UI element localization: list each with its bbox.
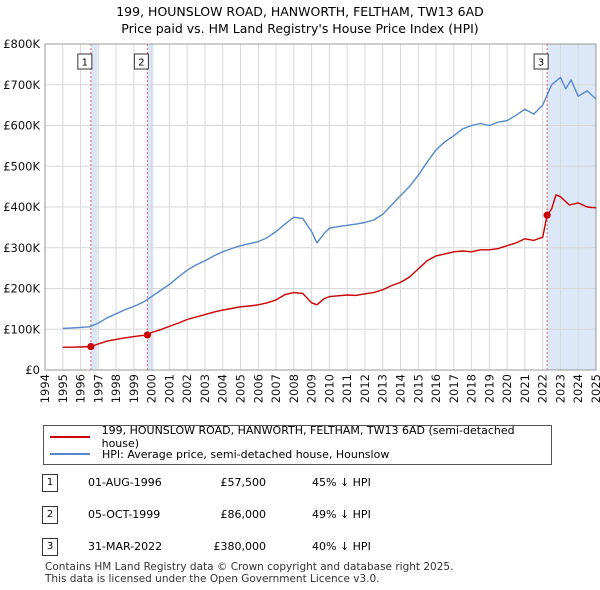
x-tick-label: 2025 (589, 374, 600, 403)
x-tick-label: 2007 (269, 374, 283, 403)
y-tick-label: £500K (3, 159, 40, 173)
y-tick-label: £200K (3, 282, 40, 296)
legend-item-hpi: HPI: Average price, semi-detached house,… (44, 446, 389, 462)
y-tick-label: £300K (3, 241, 40, 255)
x-tick-label: 2003 (198, 374, 212, 403)
x-tick-label: 2017 (447, 374, 461, 403)
x-tick-label: 2009 (305, 374, 319, 403)
x-tick-label: 1995 (56, 374, 70, 403)
legend-swatch-red (50, 436, 90, 438)
x-tick-label: 2024 (571, 374, 585, 403)
sale-label-box (133, 53, 149, 70)
plot-frame (44, 43, 597, 371)
x-tick-label: 2014 (393, 374, 407, 403)
chart-title: 199, HOUNSLOW ROAD, HANWORTH, FELTHAM, T… (116, 4, 484, 19)
x-tick-label: 2000 (145, 374, 159, 403)
sale-hpi-diff: 40% ↓ HPI (312, 540, 371, 553)
x-tick-label: 1997 (91, 374, 105, 403)
y-tick-label: £400K (3, 200, 40, 214)
table-row: 1 01-AUG-1996 £57,500 45% ↓ HPI (0, 474, 600, 496)
chart-subtitle: Price paid vs. HM Land Registry's House … (121, 21, 479, 36)
x-tick-label: 2001 (162, 374, 176, 403)
y-tick-label: £800K (3, 37, 40, 51)
x-tick-label: 1998 (109, 374, 123, 403)
x-tick-label: 2005 (234, 374, 248, 403)
x-tick-label: 2002 (180, 374, 194, 403)
sale-label-text: 2 (138, 58, 144, 69)
x-tick-label: 2015 (411, 374, 425, 403)
x-tick-label: 2019 (482, 374, 496, 403)
sale-number-badge: 3 (42, 538, 58, 556)
sale-price: £380,000 (213, 540, 267, 553)
legend-label-hpi: HPI: Average price, semi-detached house,… (102, 447, 390, 461)
sale-date: 31-MAR-2022 (88, 540, 163, 553)
x-tick-label: 2016 (429, 374, 443, 403)
legend-label-price-paid: 199, HOUNSLOW ROAD, HANWORTH, FELTHAM, T… (101, 424, 515, 450)
sale-point (543, 211, 551, 219)
x-tick-label: 2010 (322, 374, 336, 403)
x-tick-label: 2008 (287, 374, 301, 403)
sale-label-box (77, 53, 93, 70)
legend-swatch-blue (50, 453, 90, 455)
y-tick-label: £600K (3, 119, 40, 133)
sale-label-text: 1 (82, 58, 88, 69)
sale-number-badge: 1 (42, 474, 58, 492)
x-tick-label: 2020 (500, 374, 514, 403)
x-tick-label: 2013 (376, 374, 390, 403)
footer-copyright: Contains HM Land Registry data © Crown c… (45, 561, 454, 573)
x-tick-label: 2011 (340, 374, 354, 403)
x-tick-label: 2022 (536, 374, 550, 403)
sale-hpi-diff: 49% ↓ HPI (312, 508, 371, 521)
sale-number-badge: 2 (42, 506, 58, 524)
x-tick-label: 2023 (553, 374, 567, 403)
sale-price: £57,500 (220, 476, 267, 489)
series-line-hpi (62, 76, 597, 330)
x-tick-label: 1999 (127, 374, 141, 403)
x-tick-label: 2004 (216, 374, 230, 403)
x-tick-label: 2018 (465, 374, 479, 403)
sale-label-text: 3 (538, 58, 544, 69)
sale-date: 01-AUG-1996 (88, 476, 162, 489)
x-tick-label: 2021 (518, 374, 532, 403)
price-chart: 1 2 3 £0 £100K £200K £300K £400K £500K £600K £700K… (3, 37, 600, 403)
legend: 199, HOUNSLOW ROAD, HANWORTH, FELTHAM, T… (43, 424, 552, 465)
table-row: 2 05-OCT-1999 £86,000 49% ↓ HPI (0, 506, 600, 528)
y-tick-label: £0 (25, 363, 40, 377)
footer-licence: This data is licensed under the Open Gov… (45, 573, 380, 585)
sale-hpi-diff: 45% ↓ HPI (312, 476, 371, 489)
sale-point (143, 331, 151, 339)
table-row: 3 31-MAR-2022 £380,000 40% ↓ HPI (0, 538, 600, 560)
sale-date: 05-OCT-1999 (88, 508, 161, 521)
x-tick-label: 1994 (38, 374, 52, 403)
x-tick-label: 1996 (74, 374, 88, 403)
sale-price: £86,000 (220, 508, 267, 521)
sale-point (87, 342, 95, 351)
legend-item-price-paid: 199, HOUNSLOW ROAD, HANWORTH, FELTHAM, T… (44, 424, 551, 450)
x-tick-label: 2006 (251, 374, 265, 403)
y-tick-label: £100K (3, 322, 40, 336)
y-tick-label: £700K (3, 78, 40, 92)
sale-label-box (533, 53, 549, 70)
x-tick-label: 2012 (358, 374, 372, 403)
